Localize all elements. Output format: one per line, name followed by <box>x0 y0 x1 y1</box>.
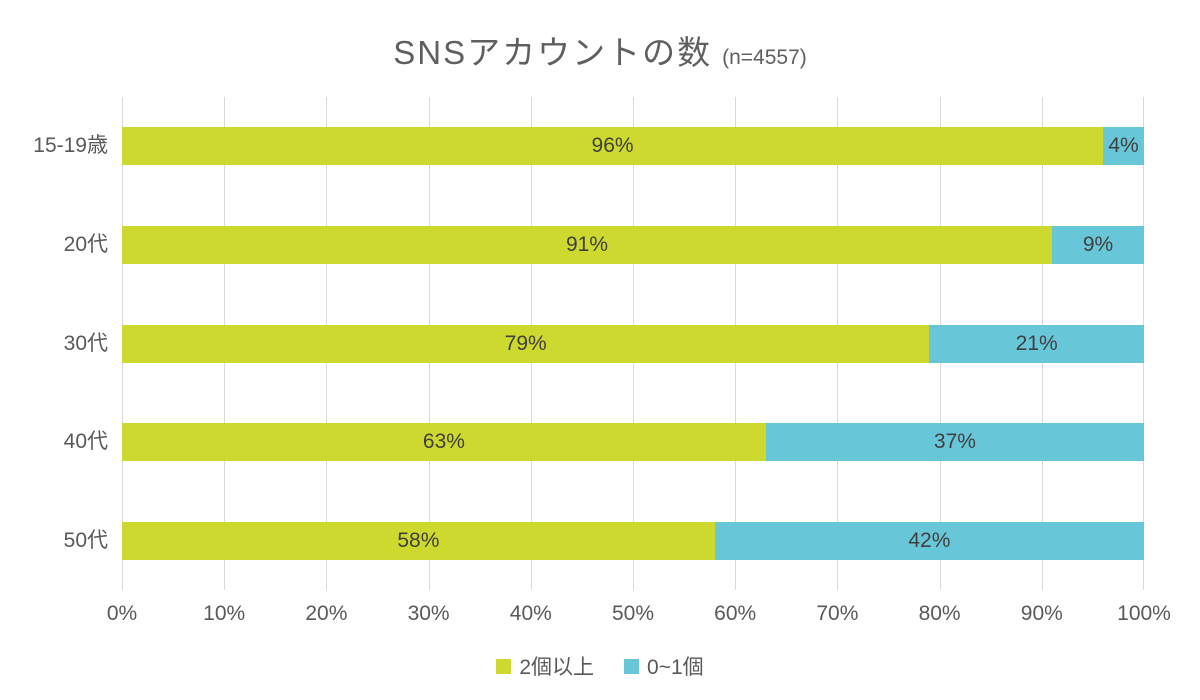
bar-segment-series1: 58% <box>122 521 715 560</box>
bar-data-label: 4% <box>1108 134 1139 158</box>
bar-row: 58% 42% <box>122 521 1144 560</box>
bar-data-label: 96% <box>591 134 634 158</box>
bar-data-label: 63% <box>422 430 465 454</box>
bar-data-label: 91% <box>565 232 609 256</box>
chart-title: SNSアカウントの数 (n=4557) <box>0 26 1200 74</box>
legend-item-series1: 2個以上 <box>496 651 594 681</box>
y-axis-category-label: 30代 <box>63 331 108 355</box>
bar-data-label: 79% <box>504 331 547 355</box>
chart-title-text: SNSアカウントの数 <box>393 34 713 71</box>
bar-row: 96% 4% <box>122 127 1144 166</box>
y-axis-category-label: 40代 <box>63 430 108 454</box>
bar-segment-series1: 63% <box>122 423 766 462</box>
y-axis-category-label: 20代 <box>63 232 108 256</box>
bar-data-label: 9% <box>1082 232 1114 256</box>
bar-data-label: 42% <box>908 528 951 552</box>
bar-segment-series1: 79% <box>122 324 930 363</box>
x-axis-tick-label: 0% <box>106 602 138 625</box>
legend-swatch-icon <box>496 658 512 674</box>
bar-data-label: 37% <box>933 430 976 454</box>
x-axis-tick-label: 100% <box>1117 602 1171 625</box>
plot-area: 96% 4% 91% 9% 79% 21% 63% 37% 58% 42% <box>122 97 1144 590</box>
legend-item-series2: 0~1個 <box>624 651 704 681</box>
bar-segment-series2: 21% <box>929 324 1144 363</box>
bar-data-label: 21% <box>1015 331 1058 355</box>
legend-label-series2: 0~1個 <box>647 656 704 679</box>
legend-label-series1: 2個以上 <box>519 656 595 679</box>
x-axis-tick-label: 50% <box>611 602 655 625</box>
x-axis-tick-label: 30% <box>407 602 450 625</box>
x-axis-tick-label: 10% <box>203 602 246 625</box>
legend: 2個以上 0~1個 <box>0 651 1200 681</box>
sample-size-label: (n=4557) <box>722 46 807 69</box>
bar-data-label: 58% <box>397 528 440 552</box>
bar-segment-series2: 37% <box>765 423 1144 462</box>
y-axis-category-label: 50代 <box>63 528 108 552</box>
bar-segment-series2: 9% <box>1052 225 1144 264</box>
bar-segment-series1: 96% <box>122 127 1104 166</box>
bar-row: 63% 37% <box>122 423 1144 462</box>
y-axis-category-label: 15-19歳 <box>33 134 108 158</box>
x-axis-tick-label: 40% <box>509 602 552 625</box>
x-axis-tick-label: 70% <box>816 602 859 625</box>
bar-segment-series1: 91% <box>122 225 1053 264</box>
bar-segment-series2: 4% <box>1103 127 1144 166</box>
x-axis-tick-label: 90% <box>1020 602 1063 625</box>
x-axis-tick-label: 80% <box>918 602 961 625</box>
x-axis-tick-label: 60% <box>714 602 757 625</box>
x-axis-tick-label: 20% <box>305 602 348 625</box>
bar-segment-series2: 42% <box>714 521 1144 560</box>
bar-row: 79% 21% <box>122 324 1144 363</box>
legend-swatch-icon <box>624 658 640 674</box>
bar-row: 91% 9% <box>122 225 1144 264</box>
